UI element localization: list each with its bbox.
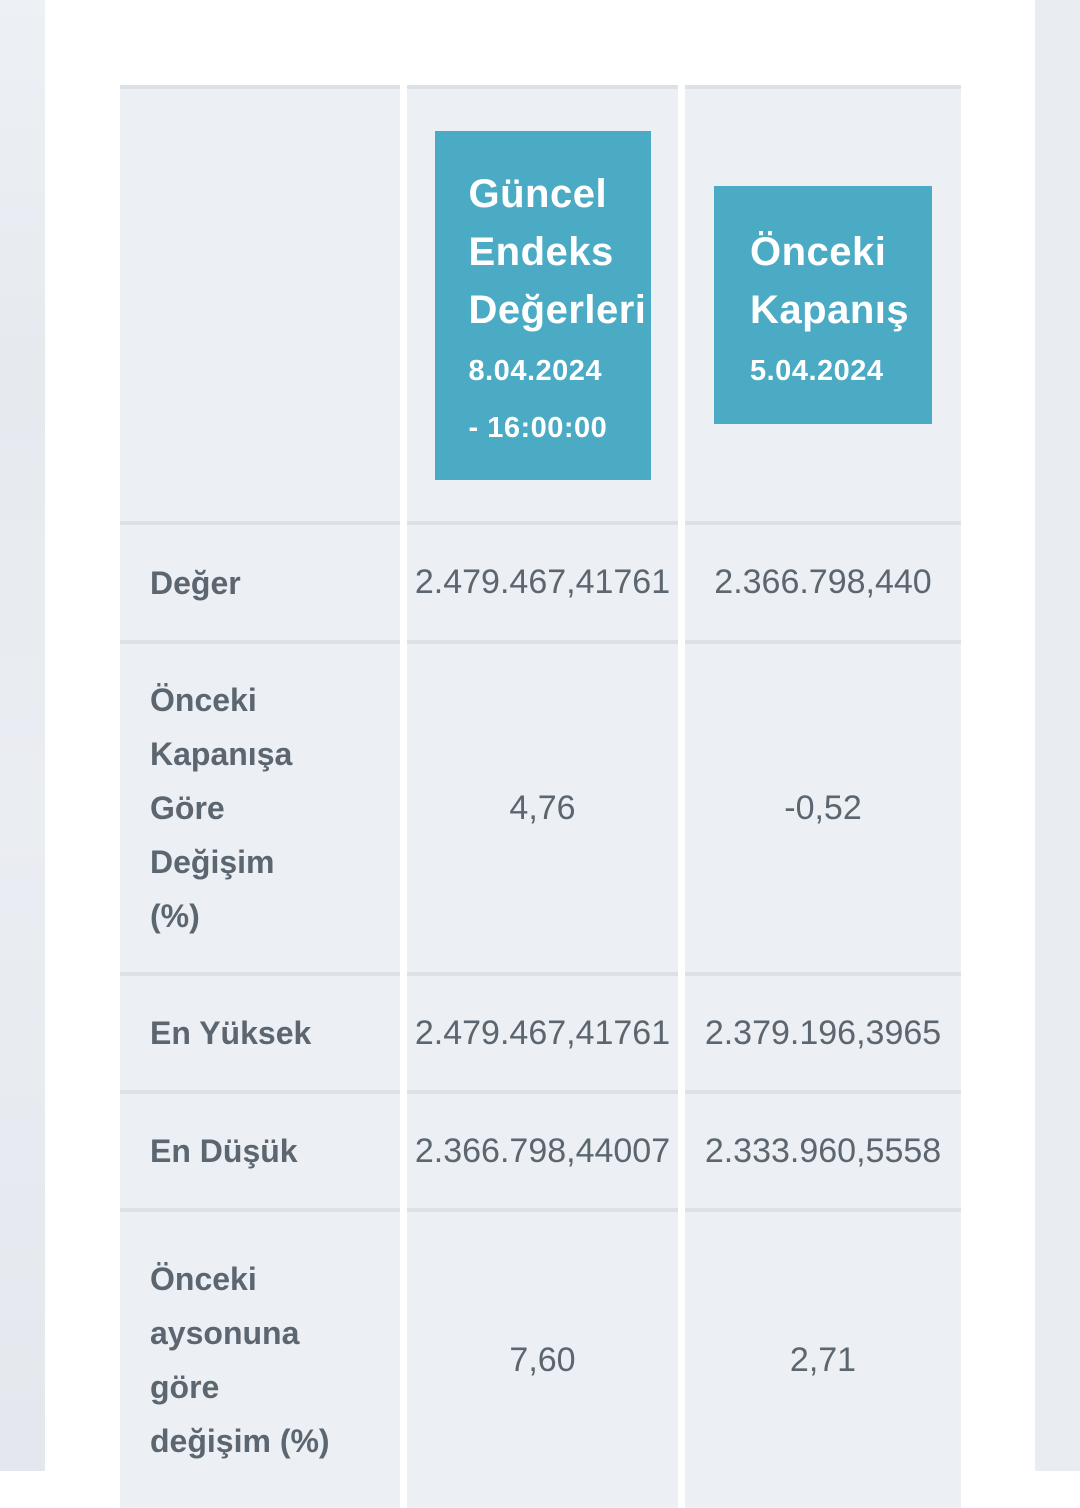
previous-close-header-title: Önceki Kapanış	[750, 229, 910, 332]
column-header-cell-current: Güncel Endeks Değerleri 8.04.2024 - 16:0…	[407, 85, 678, 521]
row-label-onceki-aysonuna-gore-degisim: Önceki aysonuna göre değişim (%)	[120, 1208, 400, 1508]
row-label-onceki-kapanisa-gore-degisim: Önceki Kapanışa Göre Değişim (%)	[120, 640, 400, 972]
value-change-pct-current: 4,76	[407, 640, 678, 972]
previous-close-header-date: 5.04.2024	[750, 354, 884, 387]
value-change-pct-previous: -0,52	[685, 640, 961, 972]
current-index-header-date: 8.04.2024	[468, 355, 603, 387]
current-index-header-time: - 16:00:00	[468, 412, 608, 444]
value-monthly-change-pct-current: 7,60	[407, 1208, 678, 1508]
current-index-header-badge: Güncel Endeks Değerleri 8.04.2024 - 16:0…	[434, 130, 651, 480]
row-label-en-yuksek: En Yüksek	[120, 972, 400, 1090]
current-index-header-title: Güncel Endeks Değerleri	[468, 172, 647, 332]
index-values-table[interactable]: Güncel Endeks Değerleri 8.04.2024 - 16:0…	[120, 85, 961, 1508]
value-en-dusuk-previous: 2.333.960,5558	[685, 1090, 961, 1208]
value-en-yuksek-previous: 2.379.196,3965	[685, 972, 961, 1090]
value-monthly-change-pct-previous: 2,71	[685, 1208, 961, 1508]
value-en-yuksek-current: 2.479.467,41761	[407, 972, 678, 1090]
column-header-cell-previous-close: Önceki Kapanış 5.04.2024	[685, 85, 961, 521]
previous-close-header-badge: Önceki Kapanış 5.04.2024	[714, 186, 932, 424]
table-corner-cell	[120, 85, 400, 521]
value-deger-current: 2.479.467,41761	[407, 521, 678, 640]
page-background-right	[1035, 0, 1080, 1471]
value-deger-previous: 2.366.798,440	[685, 521, 961, 640]
page-background-left	[0, 0, 45, 1471]
value-en-dusuk-current: 2.366.798,44007	[407, 1090, 678, 1208]
row-label-deger: Değer	[120, 521, 400, 640]
row-label-en-dusuk: En Düşük	[120, 1090, 400, 1208]
